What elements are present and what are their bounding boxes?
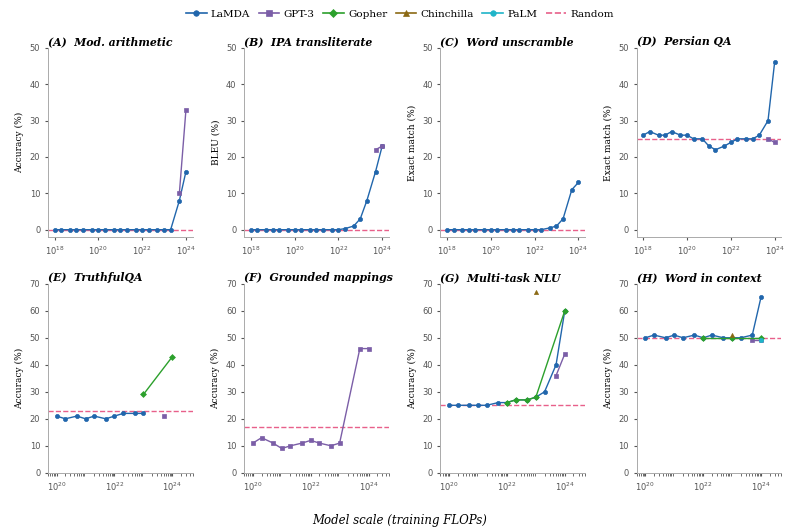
Text: (D)  Persian QA: (D) Persian QA — [637, 36, 731, 47]
Text: (B)  IPA transliterate: (B) IPA transliterate — [244, 36, 373, 47]
Text: (A)  Mod. arithmetic: (A) Mod. arithmetic — [48, 36, 173, 47]
Y-axis label: Accuracy (%): Accuracy (%) — [15, 348, 24, 409]
Legend: LaMDA, GPT-3, Gopher, Chinchilla, PaLM, Random: LaMDA, GPT-3, Gopher, Chinchilla, PaLM, … — [182, 5, 618, 23]
Text: (F)  Grounded mappings: (F) Grounded mappings — [244, 272, 393, 283]
Text: (G)  Multi-task NLU: (G) Multi-task NLU — [440, 272, 561, 283]
Text: Model scale (training FLOPs): Model scale (training FLOPs) — [313, 514, 487, 527]
Y-axis label: Accuracy (%): Accuracy (%) — [211, 348, 220, 409]
Y-axis label: BLEU (%): BLEU (%) — [211, 120, 220, 165]
Y-axis label: Exact match (%): Exact match (%) — [407, 104, 417, 180]
Text: (H)  Word in context: (H) Word in context — [637, 272, 762, 283]
Y-axis label: Exact match (%): Exact match (%) — [604, 104, 613, 180]
Text: (E)  TruthfulQA: (E) TruthfulQA — [48, 272, 142, 283]
Text: (C)  Word unscramble: (C) Word unscramble — [440, 36, 574, 47]
Y-axis label: Accuracy (%): Accuracy (%) — [15, 112, 24, 173]
Y-axis label: Accuracy (%): Accuracy (%) — [407, 348, 417, 409]
Y-axis label: Accuracy (%): Accuracy (%) — [604, 348, 613, 409]
